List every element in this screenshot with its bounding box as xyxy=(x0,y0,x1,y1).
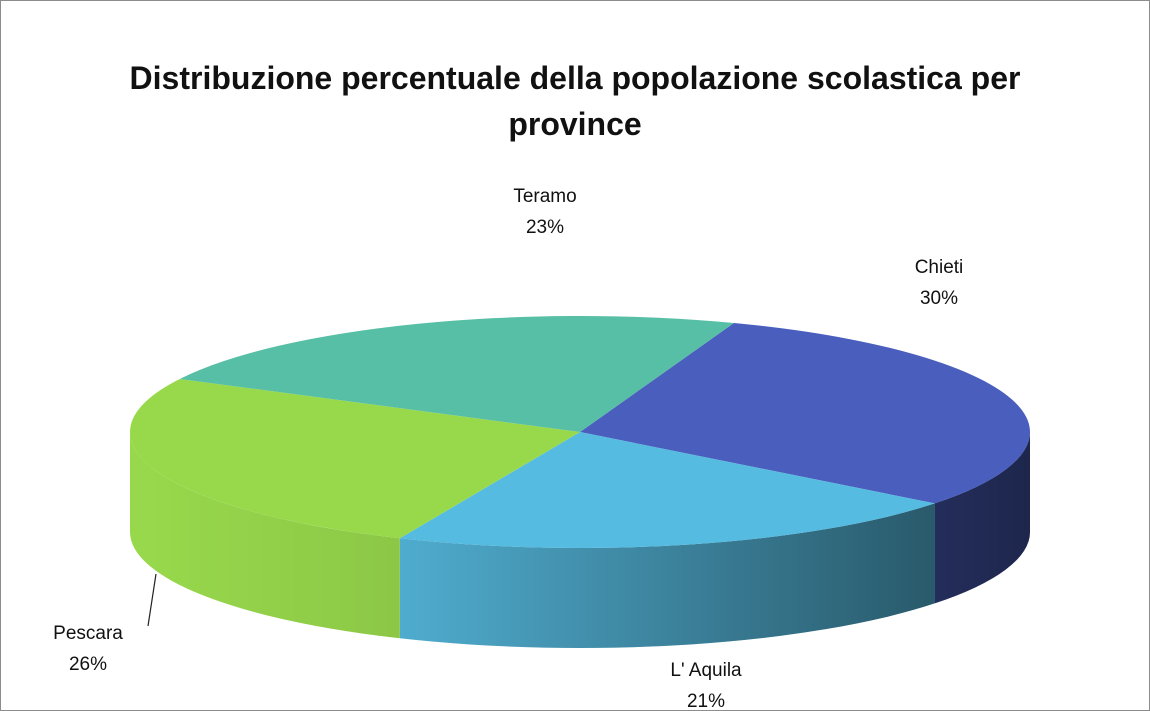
slice-side-shade xyxy=(130,432,400,639)
slice-label: Pescara xyxy=(53,623,123,644)
slice-value-label: 21% xyxy=(687,691,725,711)
slice-label: L' Aquila xyxy=(670,660,742,681)
slice-side-shade xyxy=(399,503,935,649)
slice xyxy=(399,432,935,549)
slice xyxy=(179,316,734,432)
leader-line xyxy=(147,573,157,627)
slice xyxy=(580,322,1030,504)
slice-value-label: 26% xyxy=(69,654,107,675)
slice-label: Teramo xyxy=(513,186,576,207)
slice-side-shade xyxy=(934,432,1030,604)
slice xyxy=(129,378,580,539)
slice-value-label: 30% xyxy=(920,288,958,309)
slice-label: Chieti xyxy=(915,257,964,278)
chart-title: Distribuzione percentuale della popolazi… xyxy=(129,60,1021,142)
slice-value-label: 23% xyxy=(526,217,564,238)
